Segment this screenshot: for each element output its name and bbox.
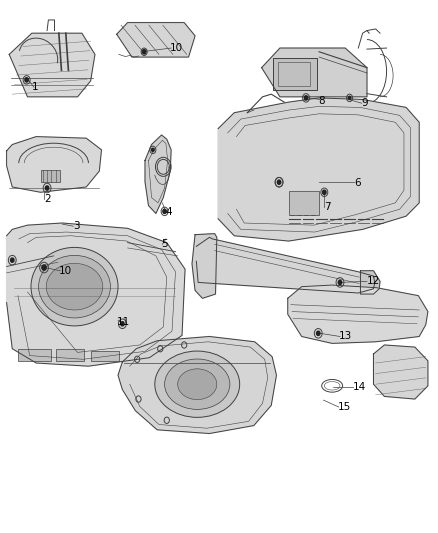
- Text: 14: 14: [353, 382, 366, 392]
- Circle shape: [142, 50, 146, 54]
- Ellipse shape: [165, 359, 230, 409]
- Circle shape: [11, 258, 14, 262]
- Text: 2: 2: [44, 193, 51, 204]
- Text: 7: 7: [324, 202, 331, 212]
- Text: 8: 8: [318, 96, 325, 106]
- Polygon shape: [7, 136, 102, 192]
- Ellipse shape: [155, 351, 240, 417]
- Circle shape: [120, 321, 124, 326]
- Bar: [41, 170, 60, 182]
- Circle shape: [46, 186, 49, 190]
- Text: 10: 10: [170, 43, 184, 53]
- Text: 15: 15: [337, 402, 351, 412]
- Bar: [18, 349, 50, 361]
- Circle shape: [42, 265, 46, 270]
- Polygon shape: [196, 237, 375, 293]
- Circle shape: [348, 96, 351, 100]
- Polygon shape: [118, 336, 276, 433]
- Bar: [56, 349, 84, 361]
- Circle shape: [304, 96, 308, 100]
- Bar: [278, 62, 311, 86]
- Text: 11: 11: [117, 317, 130, 327]
- Circle shape: [338, 280, 342, 285]
- Text: 9: 9: [362, 98, 368, 108]
- Polygon shape: [7, 223, 185, 366]
- Circle shape: [25, 78, 28, 82]
- Polygon shape: [9, 33, 95, 97]
- Ellipse shape: [31, 247, 118, 326]
- Polygon shape: [218, 98, 419, 241]
- Bar: [289, 191, 319, 215]
- Text: 3: 3: [73, 221, 80, 231]
- Circle shape: [163, 209, 166, 214]
- Polygon shape: [374, 345, 428, 399]
- Text: 10: 10: [59, 266, 72, 276]
- Polygon shape: [261, 48, 367, 97]
- Ellipse shape: [178, 369, 217, 400]
- Bar: [273, 58, 317, 91]
- Polygon shape: [117, 22, 195, 57]
- Text: 6: 6: [354, 177, 360, 188]
- Polygon shape: [360, 271, 380, 294]
- Bar: [91, 351, 119, 361]
- Text: 1: 1: [32, 82, 39, 92]
- Text: 13: 13: [339, 332, 352, 342]
- Circle shape: [152, 148, 154, 151]
- Text: 12: 12: [367, 276, 380, 286]
- Polygon shape: [288, 285, 428, 343]
- Ellipse shape: [39, 255, 110, 318]
- Circle shape: [317, 331, 320, 335]
- Polygon shape: [145, 135, 171, 214]
- Circle shape: [277, 180, 281, 184]
- Ellipse shape: [46, 263, 103, 310]
- Polygon shape: [192, 233, 217, 298]
- Text: 5: 5: [162, 239, 168, 249]
- Circle shape: [322, 190, 326, 195]
- Text: 4: 4: [166, 207, 173, 217]
